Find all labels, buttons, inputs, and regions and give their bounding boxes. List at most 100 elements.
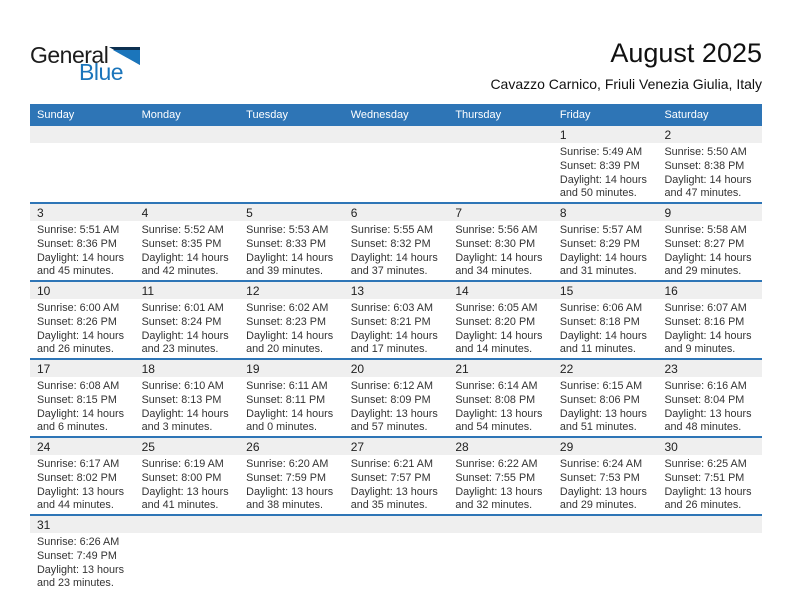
sunrise-text: Sunrise: 6:19 AM [141, 458, 224, 470]
daylight-text: and 32 minutes. [455, 499, 533, 512]
logo-text-general: General [30, 42, 109, 68]
day-info: Sunrise: 5:56 AM Sunset: 8:30 PM Daylight:… [448, 221, 553, 280]
day-cell-3: 3 Sunrise: 5:51 AM Sunset: 8:36 PM Daylight… [30, 204, 135, 280]
weekday-header-thursday: Thursday [455, 109, 502, 121]
day-number [239, 126, 344, 143]
sunset-text: Sunset: 8:38 PM [664, 159, 745, 172]
sunset-text: Sunset: 8:33 PM [246, 237, 326, 250]
day-info: Sunrise: 6:10 AM Sunset: 8:13 PM Daylight:… [135, 377, 240, 436]
day-number: 25 [134, 438, 240, 455]
day-number: 19 [239, 360, 344, 377]
sunset-text: Sunset: 7:59 PM [246, 471, 326, 484]
day-cell-11: 11 Sunrise: 6:01 AM Sunset: 8:24 PM Dayligh… [134, 282, 240, 358]
daylight-text: and 29 minutes. [664, 265, 742, 278]
weekday-header-friday: Friday [559, 109, 591, 121]
day-cell-15: 15 Sunrise: 6:06 AM Sunset: 8:18 PM Dayligh… [552, 282, 658, 358]
daylight-text: and 57 minutes. [350, 421, 428, 434]
day-number: 29 [552, 438, 658, 455]
sunrise-text: Sunrise: 5:50 AM [664, 146, 747, 158]
daylight-text: and 31 minutes. [559, 265, 637, 278]
daylight-text: and 48 minutes. [664, 421, 742, 434]
day-info: Sunrise: 6:17 AM Sunset: 8:02 PM Daylight:… [30, 455, 135, 514]
location-subtitle: Cavazzo Carnico, Friuli Venezia Giulia, … [490, 76, 762, 92]
sunrise-text: Sunrise: 6:22 AM [455, 458, 538, 470]
sunset-text: Sunset: 8:18 PM [559, 315, 640, 328]
day-cell-26: 26 Sunrise: 6:20 AM Sunset: 7:59 PM Dayligh… [239, 438, 344, 514]
day-number: 4 [134, 204, 240, 221]
sunrise-text: Sunrise: 6:01 AM [141, 302, 224, 314]
empty-day-cell [343, 126, 449, 202]
daylight-text: Daylight: 13 hours [350, 485, 438, 498]
sunset-text: Sunset: 7:49 PM [37, 549, 117, 562]
daylight-text: Daylight: 14 hours [37, 251, 125, 264]
day-number: 16 [657, 282, 763, 299]
week-row: 10 Sunrise: 6:00 AM Sunset: 8:26 PM Dayligh… [30, 282, 763, 360]
day-cell-1: 1 Sunrise: 5:49 AM Sunset: 8:39 PM Daylight… [552, 126, 658, 202]
sunrise-text: Sunrise: 6:12 AM [350, 380, 433, 392]
sunset-text: Sunset: 7:55 PM [455, 471, 536, 484]
daylight-text: Daylight: 14 hours [141, 251, 229, 264]
daylight-text: Daylight: 14 hours [350, 329, 438, 342]
day-cell-29: 29 Sunrise: 6:24 AM Sunset: 7:53 PM Dayligh… [552, 438, 658, 514]
day-cell-5: 5 Sunrise: 5:53 AM Sunset: 8:33 PM Daylight… [239, 204, 344, 280]
day-number: 23 [657, 360, 763, 377]
day-info [448, 143, 553, 202]
daylight-text: and 23 minutes. [37, 577, 114, 590]
daylight-text: and 34 minutes. [455, 265, 533, 278]
day-info: Sunrise: 6:15 AM Sunset: 8:06 PM Daylight:… [553, 377, 658, 436]
day-cell-13: 13 Sunrise: 6:03 AM Sunset: 8:21 PM Dayligh… [343, 282, 449, 358]
day-info: Sunrise: 6:25 AM Sunset: 7:51 PM Daylight:… [657, 455, 762, 514]
daylight-text: Daylight: 14 hours [37, 407, 125, 420]
day-number: 1 [552, 126, 658, 143]
sunrise-text: Sunrise: 5:53 AM [246, 224, 329, 236]
sunset-text: Sunset: 8:02 PM [37, 471, 117, 484]
weekday-header-monday: Monday [141, 109, 181, 121]
sunset-text: Sunset: 8:04 PM [664, 393, 745, 406]
day-cell-30: 30 Sunrise: 6:25 AM Sunset: 7:51 PM Dayligh… [657, 438, 763, 514]
sunrise-text: Sunrise: 6:03 AM [350, 302, 433, 314]
sunrise-text: Sunrise: 6:00 AM [37, 302, 120, 314]
day-number: 5 [239, 204, 344, 221]
sunset-text: Sunset: 8:16 PM [664, 315, 745, 328]
daylight-text: Daylight: 14 hours [455, 329, 543, 342]
empty-day-cell [448, 126, 553, 202]
sunset-text: Sunset: 8:08 PM [455, 393, 536, 406]
sunset-text: Sunset: 8:20 PM [455, 315, 536, 328]
daylight-text: Daylight: 13 hours [664, 485, 752, 498]
day-number: 22 [552, 360, 658, 377]
daylight-text: Daylight: 13 hours [37, 563, 125, 576]
sunrise-text: Sunrise: 5:57 AM [559, 224, 643, 236]
sunset-text: Sunset: 7:51 PM [664, 471, 745, 484]
day-number: 26 [239, 438, 344, 455]
sunrise-text: Sunrise: 6:16 AM [664, 380, 747, 392]
empty-day-cell [30, 126, 135, 202]
sunrise-text: Sunrise: 5:49 AM [559, 146, 643, 158]
daylight-text: and 6 minutes. [37, 421, 108, 434]
sunset-text: Sunset: 8:21 PM [350, 315, 431, 328]
daylight-text: and 38 minutes. [246, 499, 323, 512]
week-row: 3 Sunrise: 5:51 AM Sunset: 8:36 PM Daylight… [30, 204, 763, 282]
day-number: 6 [343, 204, 449, 221]
week-row: 1 Sunrise: 5:49 AM Sunset: 8:39 PM Daylight… [30, 126, 763, 204]
general-blue-logo: General Blue [30, 42, 141, 85]
sunrise-text: Sunrise: 6:26 AM [37, 536, 120, 548]
daylight-text: Daylight: 14 hours [246, 407, 334, 420]
daylight-text: and 47 minutes. [664, 187, 742, 200]
day-number: 11 [134, 282, 240, 299]
day-number: 20 [343, 360, 449, 377]
daylight-text: and 39 minutes. [246, 265, 323, 278]
day-info: Sunrise: 6:22 AM Sunset: 7:55 PM Daylight:… [448, 455, 553, 514]
empty-day-cell [343, 516, 449, 592]
logo-text-blue: Blue [79, 59, 124, 85]
day-number: 15 [552, 282, 658, 299]
day-cell-6: 6 Sunrise: 5:55 AM Sunset: 8:32 PM Daylight… [343, 204, 449, 280]
day-info [135, 533, 240, 592]
daylight-text: and 42 minutes. [141, 265, 219, 278]
empty-day-cell [552, 516, 658, 592]
daylight-text: Daylight: 14 hours [559, 329, 647, 342]
day-info: Sunrise: 6:05 AM Sunset: 8:20 PM Daylight:… [448, 299, 553, 358]
day-cell-7: 7 Sunrise: 5:56 AM Sunset: 8:30 PM Daylight… [448, 204, 553, 280]
day-info: Sunrise: 6:03 AM Sunset: 8:21 PM Daylight:… [344, 299, 449, 358]
day-info: Sunrise: 6:16 AM Sunset: 8:04 PM Daylight:… [657, 377, 762, 436]
daylight-text: Daylight: 14 hours [141, 329, 229, 342]
